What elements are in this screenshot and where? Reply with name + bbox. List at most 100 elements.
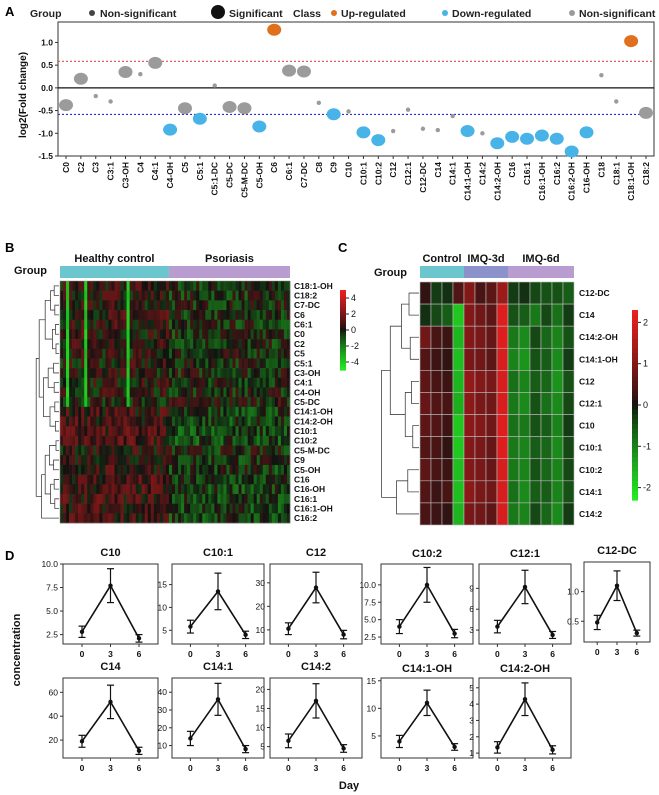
heatmap-b-cell	[217, 329, 221, 340]
heatmap-c-cell	[507, 392, 520, 415]
point-c3-1	[108, 99, 113, 104]
heatmap-b-cell	[105, 416, 109, 427]
heatmap-b-cell	[81, 435, 85, 446]
heatmap-b-cell	[72, 300, 76, 311]
heatmap-c-cell	[562, 502, 575, 526]
heatmap-b-cell	[120, 387, 124, 398]
heatmap-b-cell	[90, 300, 94, 311]
heatmap-b-cell	[232, 503, 236, 514]
heatmap-b-cell	[283, 416, 288, 427]
heatmap-b-cell	[223, 513, 227, 524]
mean-point	[79, 629, 85, 634]
heatmap-b-cell	[205, 513, 209, 524]
heatmap-b-cell	[75, 397, 79, 408]
heatmap-b-cell	[138, 290, 143, 301]
heatmap-b-cell	[78, 377, 82, 388]
heatmap-b-cell	[99, 445, 103, 456]
heatmap-b-cell	[193, 377, 197, 388]
heatmap-c-cell	[551, 436, 564, 460]
heatmap-b-cell	[90, 493, 94, 504]
heatmap-b-cell	[138, 329, 143, 340]
heatmap-b-cell	[168, 310, 173, 321]
heatmap-b-cell	[274, 426, 279, 437]
heatmap-b-cell	[90, 329, 94, 340]
heatmap-b-cell	[159, 503, 164, 514]
heatmap-b-cell	[93, 474, 97, 485]
heatmap-b-cell	[268, 387, 273, 398]
heatmap-b-cell	[78, 319, 82, 330]
heatmap-b-cell	[271, 426, 276, 437]
heatmap-b-cell	[60, 319, 64, 330]
heatmap-b-cell	[268, 358, 273, 369]
heatmap-b-cell	[208, 339, 212, 350]
heatmap-b-cell	[108, 397, 112, 408]
heatmap-b-cell	[247, 310, 251, 321]
heatmap-b-cell	[217, 426, 221, 437]
heatmap-b-cell	[175, 368, 179, 379]
heatmap-c-cell	[463, 303, 476, 327]
heatmap-b-cell	[280, 339, 285, 350]
heatmap-b-cell	[211, 358, 215, 369]
heatmap-c-dendro-branch	[381, 369, 397, 498]
heatmap-b-cell	[259, 290, 264, 301]
heatmap-b-cell	[162, 406, 167, 417]
heatmap-b-cell	[196, 348, 200, 359]
xtick-label-c3-1: C3:1	[106, 162, 116, 181]
heatmap-b-dendro-branch	[54, 304, 59, 316]
heatmap-b-cell	[135, 300, 139, 311]
heatmap-b-cell	[271, 455, 276, 466]
xtick-label: 6	[452, 763, 457, 773]
ytick-label: 10.0	[41, 559, 58, 569]
heatmap-b-cell	[168, 387, 173, 398]
xtick-label-c10-1: C10:1	[358, 162, 368, 185]
heatmap-b-cell	[132, 377, 136, 388]
ytick-label: 2.5	[364, 632, 376, 642]
heatmap-b-cell	[244, 426, 248, 437]
heatmap-b-cell	[226, 358, 230, 369]
heatmap-b-cell	[193, 387, 197, 398]
heatmap-c-colorbar-segment	[632, 466, 638, 473]
heatmap-b-cell	[208, 397, 212, 408]
heatmap-b-cell	[114, 416, 118, 427]
heatmap-b-cell	[165, 493, 170, 504]
heatmap-b-cell	[144, 339, 149, 350]
heatmap-b-cell	[78, 368, 82, 379]
heatmap-b-cell	[178, 493, 182, 504]
heatmap-b-cell	[205, 464, 209, 475]
heatmap-b-cell	[286, 368, 291, 379]
heatmap-c-cell	[551, 370, 564, 393]
heatmap-c-cell	[551, 458, 564, 482]
heatmap-b-cell	[102, 474, 106, 485]
heatmap-b-cell	[214, 445, 218, 456]
heatmap-b-cell	[250, 416, 254, 427]
heatmap-b-cell	[102, 406, 106, 417]
heatmap-b-cell	[262, 484, 267, 495]
heatmap-b-cell	[129, 387, 133, 398]
heatmap-b-cell	[235, 455, 239, 466]
heatmap-b-cell	[223, 474, 227, 485]
heatmap-b-cell	[175, 416, 179, 427]
heatmap-b-cell	[159, 377, 164, 388]
heatmap-b-cell	[202, 406, 206, 417]
heatmap-b-cell	[123, 300, 127, 311]
heatmap-b-cell	[193, 484, 197, 495]
heatmap-b-cell	[99, 503, 103, 514]
heatmap-b-cell	[111, 310, 115, 321]
heatmap-b-cell	[165, 406, 170, 417]
heatmap-b-cell	[211, 339, 215, 350]
heatmap-b-cell	[214, 416, 218, 427]
heatmap-b-cell	[241, 300, 245, 311]
heatmap-b-cell	[226, 484, 230, 495]
heatmap-b-cell	[259, 416, 264, 427]
heatmap-b-cell	[168, 281, 173, 291]
heatmap-b-cell	[217, 387, 221, 398]
heatmap-b-cell	[244, 387, 248, 398]
heatmap-b-cell	[268, 319, 273, 330]
heatmap-b-cell	[159, 368, 164, 379]
heatmap-b-cell	[241, 319, 245, 330]
heatmap-b-cell	[193, 435, 197, 446]
mean-point	[522, 584, 528, 590]
heatmap-b-cell	[138, 348, 143, 359]
heatmap-b-cell	[90, 281, 94, 291]
row-label-c2: C2	[294, 339, 305, 349]
